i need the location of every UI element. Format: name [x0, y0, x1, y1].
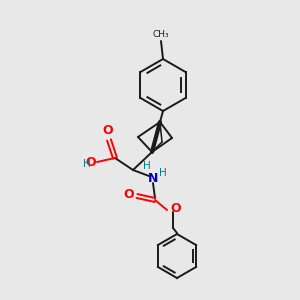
Text: O: O	[123, 188, 134, 200]
Text: CH₃: CH₃	[153, 30, 169, 39]
Text: H: H	[143, 161, 151, 171]
Text: H: H	[83, 159, 91, 169]
Text: O: O	[85, 157, 96, 169]
Text: O: O	[170, 202, 181, 215]
Text: N: N	[148, 172, 158, 184]
Text: O: O	[103, 124, 113, 137]
Text: H: H	[159, 168, 167, 178]
